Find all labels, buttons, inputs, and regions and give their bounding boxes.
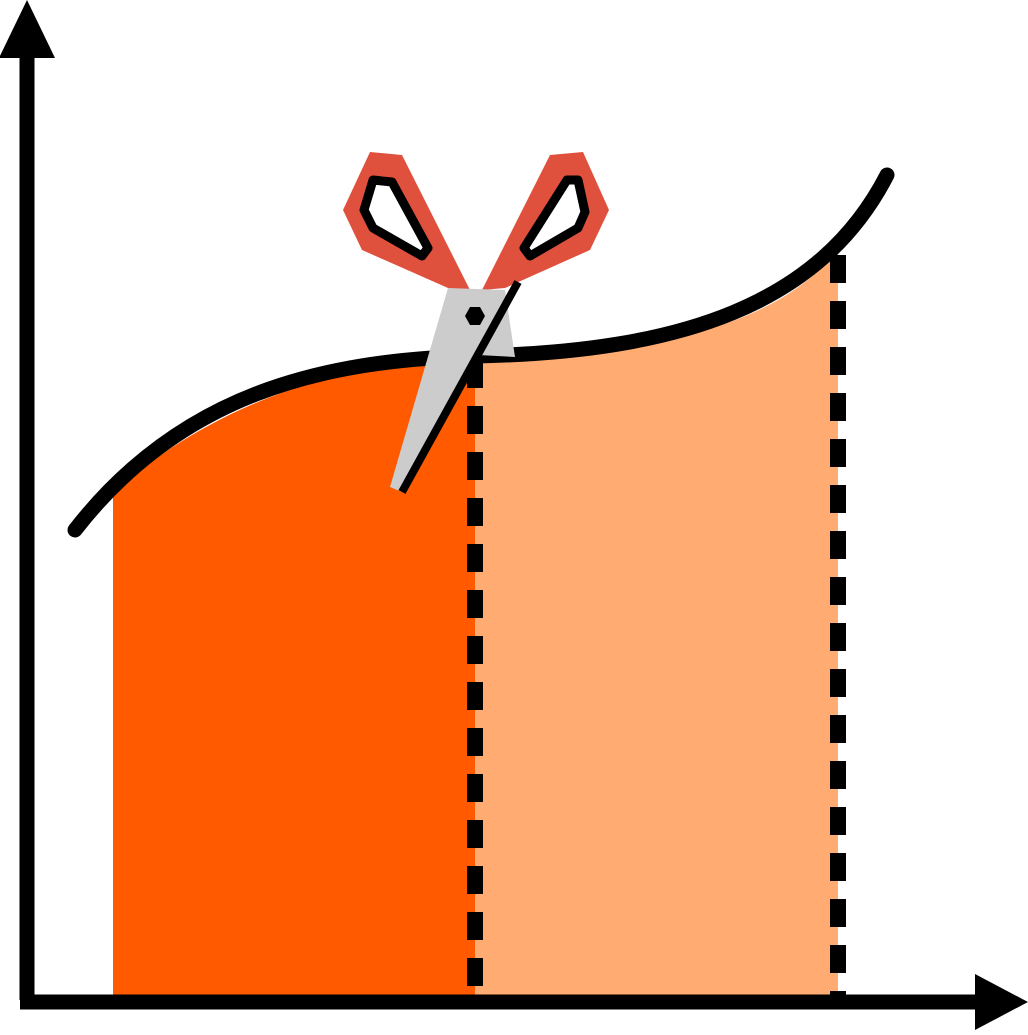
arrowhead-up-icon bbox=[0, 0, 55, 58]
region-left bbox=[113, 357, 475, 1000]
scissors-blade-edge bbox=[398, 280, 522, 494]
scissors-pivot bbox=[465, 307, 485, 325]
scissors-handle-left-hole bbox=[359, 175, 433, 261]
scissors-handle-right-hole bbox=[519, 175, 590, 261]
scissors-icon bbox=[343, 152, 609, 494]
arrowhead-right-icon bbox=[975, 974, 1028, 1030]
region-right bbox=[475, 250, 838, 1000]
